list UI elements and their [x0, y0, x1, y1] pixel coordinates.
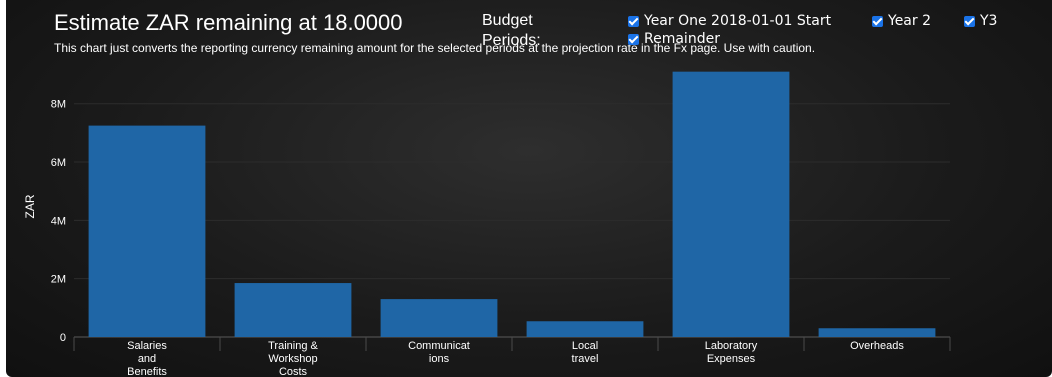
x-tick-label: Laboratory Expenses: [705, 340, 758, 365]
checkbox-checked-icon[interactable]: [628, 33, 639, 45]
bar[interactable]: [380, 299, 498, 337]
period-label: Remainder: [644, 31, 720, 47]
budget-periods-label: Budget Periods:: [482, 12, 541, 49]
chart-panel: Estimate ZAR remaining at 18.0000 This c…: [6, 0, 1052, 377]
chart-subtitle: This chart just converts the reporting c…: [54, 41, 816, 55]
x-tick-label: Salaries and Benefits: [127, 340, 167, 377]
checkbox-checked-icon[interactable]: [964, 15, 975, 27]
period-label: Year 2: [888, 13, 931, 29]
period-label: Y3: [980, 13, 998, 29]
chart-title: Estimate ZAR remaining at 18.0000: [54, 10, 403, 35]
x-tick-label: Local travel: [572, 340, 599, 365]
bars: [88, 71, 936, 338]
x-tick-label: Overheads: [850, 340, 904, 352]
period-label: Year One 2018-01-01 Start: [644, 13, 832, 29]
bar-chart: 0 2M 4M 6M 8M Salaries and Benefits Training & W…: [23, 71, 951, 377]
y-tick-label: 0: [60, 332, 66, 344]
y-tick-label: 8M: [51, 99, 66, 111]
y-tick-label: 4M: [51, 215, 66, 227]
y-tick-label: 6M: [51, 157, 66, 169]
period-checkbox-year-2[interactable]: Year 2: [872, 13, 931, 29]
bar[interactable]: [234, 283, 352, 337]
x-tick-label: Training & Workshop Costs: [268, 340, 318, 377]
bar[interactable]: [818, 328, 936, 337]
checkbox-checked-icon[interactable]: [872, 15, 883, 27]
y-tick-label: 2M: [51, 274, 66, 286]
y-ticks: 0 2M 4M 6M 8M: [51, 99, 66, 344]
bar[interactable]: [526, 321, 644, 337]
x-ticks: Salaries and Benefits Training & Workshop Cos…: [73, 337, 951, 377]
period-checkbox-year-one[interactable]: Year One 2018-01-01 Start: [628, 13, 831, 29]
bar[interactable]: [672, 71, 790, 338]
x-tick-label: Communicat ions: [408, 340, 470, 365]
checkbox-checked-icon[interactable]: [628, 15, 639, 27]
period-checkbox-remainder[interactable]: Remainder: [628, 31, 720, 47]
y-axis-label: ZAR: [23, 194, 37, 218]
bar[interactable]: [88, 125, 206, 338]
period-checkbox-y3[interactable]: Y3: [964, 13, 997, 29]
